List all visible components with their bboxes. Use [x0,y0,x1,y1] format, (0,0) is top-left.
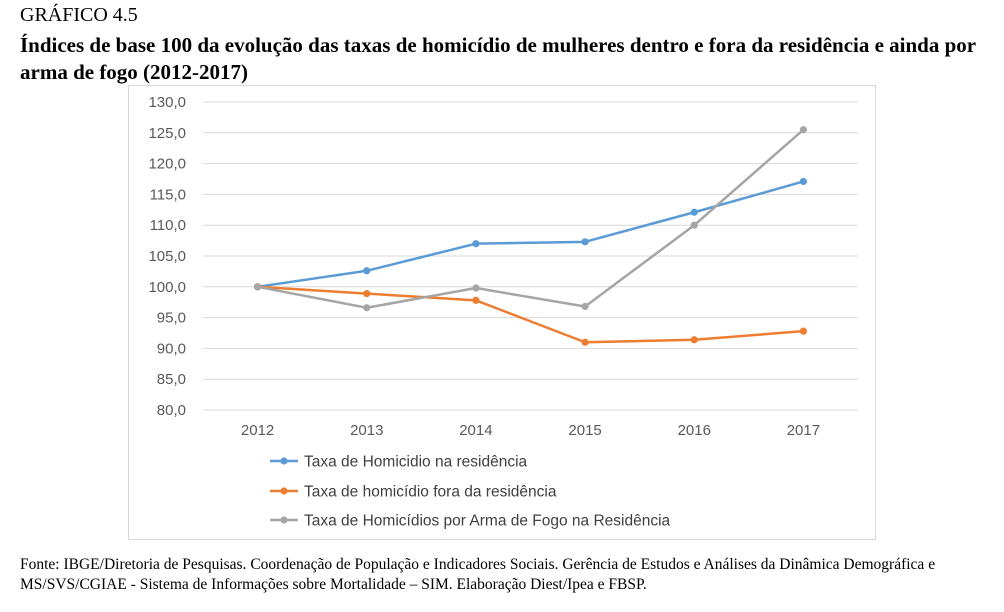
y-tick-label: 80,0 [157,402,186,419]
data-point [690,208,698,216]
data-point [363,267,371,275]
y-tick-label: 120,0 [148,156,186,173]
x-tick-label: 2012 [241,422,274,439]
y-tick-label: 130,0 [148,94,186,111]
data-point [472,284,480,292]
x-tick-label: 2014 [459,422,492,439]
data-point [363,289,371,298]
legend-label: Taxa de Homicídios por Arma de Fogo na R… [304,513,671,530]
data-point [472,240,480,248]
x-tick-label: 2015 [568,422,601,439]
legend-swatch-marker [280,487,288,495]
data-point [799,126,808,134]
data-point [581,238,589,246]
x-tick-label: 2017 [787,422,820,439]
y-tick-label: 95,0 [157,310,186,327]
data-point [690,221,698,229]
legend-label: Taxa de Homicidio na residência [304,454,528,471]
y-tick-label: 90,0 [157,340,186,357]
series-line-1 [257,180,804,289]
data-point [799,177,808,186]
data-point [472,296,480,304]
series-line-3 [257,128,805,309]
x-tick-label: 2016 [678,422,711,439]
data-point [253,283,262,291]
source-note: Fonte: IBGE/Diretoria de Pesquisas. Coor… [20,556,936,593]
data-point [363,304,371,312]
x-tick-label: 2013 [350,422,383,439]
y-tick-label: 115,0 [150,186,186,203]
y-tick-label: 85,0 [157,371,186,388]
y-tick-label: 110,0 [150,217,186,234]
legend-swatch-marker [280,457,288,465]
y-tick-label: 125,0 [148,125,186,142]
y-tick-label: 105,0 [148,248,186,265]
data-point [690,336,698,344]
legend-swatch-marker [280,516,288,524]
data-point [581,302,589,311]
data-point [581,338,589,346]
data-point [799,327,808,335]
legend-label: Taxa de homicídio fora da residência [304,484,557,501]
y-tick-label: 100,0 [148,279,186,296]
series-line-2 [257,285,804,344]
figure-title: Índices de base 100 da evolução das taxa… [20,33,976,84]
chart-frame [128,85,876,540]
figure-label: GRÁFICO 4.5 [20,4,138,26]
